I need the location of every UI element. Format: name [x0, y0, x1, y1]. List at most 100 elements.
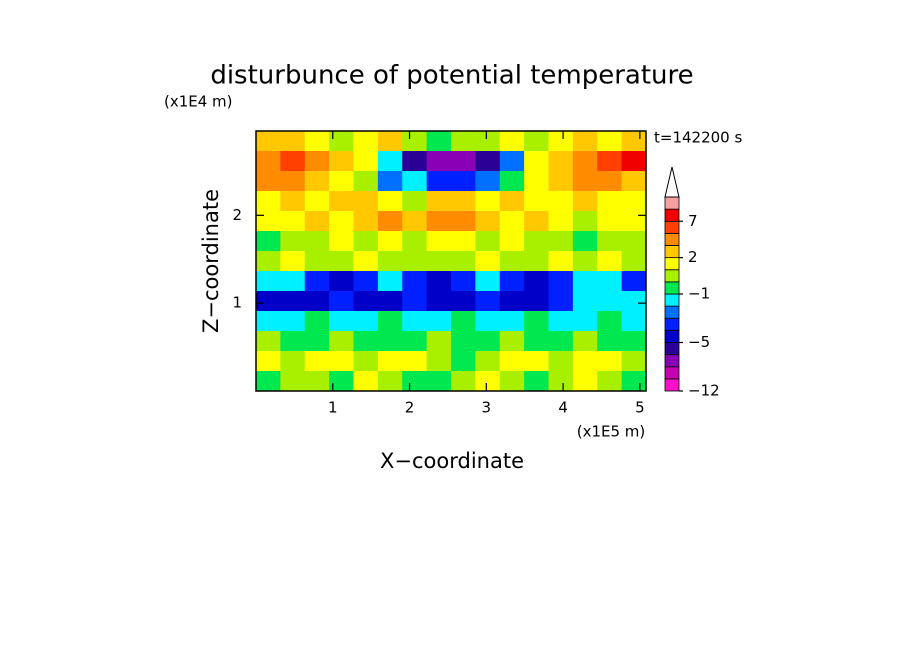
contour-cell [304, 331, 330, 352]
colorbar-label: −12 [688, 382, 720, 400]
contour-cell [304, 311, 330, 332]
contour-cell [377, 311, 403, 332]
x-tick-label: 4 [558, 399, 568, 417]
colorbar-box [664, 245, 680, 259]
colorbar-label: −1 [688, 285, 710, 303]
contour-cell [524, 331, 549, 352]
contour-cell [280, 331, 306, 352]
contour-cell [280, 211, 306, 232]
contour-cell [499, 311, 525, 332]
contour-cell [353, 371, 379, 392]
contour-cell [524, 151, 549, 172]
contour-cell [426, 371, 452, 392]
chart-title: disturbunce of potential temperature [210, 61, 693, 91]
colorbar-box [664, 366, 680, 380]
contour-cell [304, 131, 330, 152]
plot-frame [255, 130, 647, 392]
contour-cell [426, 311, 452, 332]
contour-cell [402, 171, 428, 192]
contour-cell [451, 131, 476, 152]
contour-cell [499, 211, 525, 232]
contour-cell [353, 331, 379, 352]
contour-cell [426, 271, 452, 292]
contour-cell [256, 231, 281, 252]
contour-cell [329, 311, 354, 332]
colorbar-box [664, 257, 680, 271]
colorbar-box [664, 329, 680, 343]
contour-cell [304, 271, 330, 292]
contour-cell [304, 211, 330, 232]
contour-cell [621, 131, 647, 152]
contour-cell [572, 211, 598, 232]
contour-cell [451, 291, 476, 312]
contour-cell [377, 331, 403, 352]
contour-cell [280, 131, 306, 152]
contour-cell [402, 371, 428, 392]
contour-cell [475, 251, 501, 272]
contour-cell [499, 191, 525, 212]
contour-cell [548, 371, 574, 392]
x-tick-label: 3 [482, 399, 492, 417]
contour-cell [548, 231, 574, 252]
contour-cell [256, 251, 281, 272]
contour-cell [548, 211, 574, 232]
contour-cell [451, 231, 476, 252]
contour-cell [329, 191, 354, 212]
contour-cell [572, 271, 598, 292]
contour-cell [548, 291, 574, 312]
contour-cell [402, 231, 428, 252]
contour-cell [451, 171, 476, 192]
contour-cell [572, 331, 598, 352]
contour-cell [548, 191, 574, 212]
colorbar-box [664, 354, 680, 368]
contour-cell [475, 351, 501, 372]
contour-cell [256, 331, 281, 352]
contour-cell [304, 251, 330, 272]
contour-cell [256, 191, 281, 212]
contour-cell [621, 291, 647, 312]
contour-cell [572, 131, 598, 152]
contour-cell [548, 351, 574, 372]
contour-cell [524, 311, 549, 332]
contour-cell [572, 351, 598, 372]
contour-cell [451, 191, 476, 212]
contour-cell [426, 231, 452, 252]
contour-cell [597, 131, 623, 152]
contour-cell [475, 331, 501, 352]
contour-cell [597, 251, 623, 272]
contour-cell [548, 131, 574, 152]
contour-cell [621, 371, 647, 392]
contour-cell [402, 271, 428, 292]
contour-cell [451, 371, 476, 392]
contour-cell [572, 311, 598, 332]
contour-cell [621, 151, 647, 172]
y-axis-label: Z−coordinate [199, 189, 223, 333]
contour-cell [426, 131, 452, 152]
contour-cell [402, 131, 428, 152]
contour-cell [280, 311, 306, 332]
contour-cell [353, 151, 379, 172]
contour-cell [621, 231, 647, 252]
contour-cell [621, 311, 647, 332]
contour-cell [256, 271, 281, 292]
contour-cell [451, 251, 476, 272]
colorbar-label: −5 [688, 333, 710, 351]
contour-cell [304, 371, 330, 392]
contour-cell [256, 311, 281, 332]
contour-cell [256, 371, 281, 392]
contour-cell [499, 351, 525, 372]
contour-cell [377, 131, 403, 152]
contour-cell [597, 211, 623, 232]
contour-cell [597, 271, 623, 292]
contour-cell [280, 351, 306, 372]
contour-cell [597, 311, 623, 332]
contour-cell [304, 171, 330, 192]
contour-cell [256, 291, 281, 312]
contour-cell [597, 151, 623, 172]
contour-cell [304, 231, 330, 252]
contour-cell [402, 311, 428, 332]
contour-cell [548, 271, 574, 292]
contour-cell [572, 251, 598, 272]
contour-cell [402, 331, 428, 352]
contour-cell [280, 291, 306, 312]
